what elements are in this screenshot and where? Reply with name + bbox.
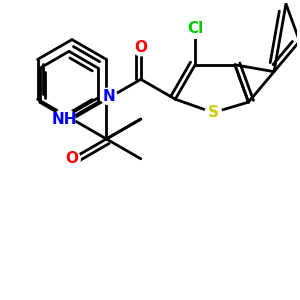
Circle shape	[133, 39, 149, 56]
Text: N: N	[102, 89, 115, 104]
Circle shape	[100, 88, 117, 104]
Circle shape	[185, 18, 206, 38]
Text: S: S	[208, 105, 219, 120]
Text: NH: NH	[52, 112, 77, 127]
Circle shape	[54, 109, 75, 129]
Text: O: O	[134, 40, 147, 55]
Text: O: O	[65, 151, 79, 166]
Text: Cl: Cl	[187, 21, 203, 36]
Circle shape	[205, 104, 222, 121]
Circle shape	[64, 151, 80, 167]
